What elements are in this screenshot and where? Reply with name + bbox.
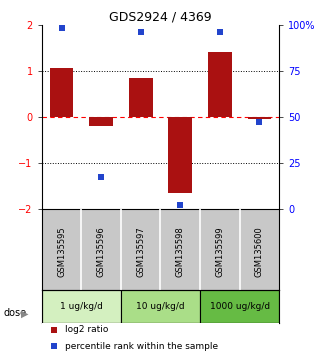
Bar — [200, 290, 279, 323]
Bar — [129, 78, 152, 117]
Text: GSM135598: GSM135598 — [176, 226, 185, 277]
Text: GSM135599: GSM135599 — [215, 226, 224, 277]
Text: GSM135596: GSM135596 — [97, 226, 106, 277]
Text: 1000 ug/kg/d: 1000 ug/kg/d — [210, 302, 270, 311]
Text: 10 ug/kg/d: 10 ug/kg/d — [136, 302, 185, 311]
Text: 1 ug/kg/d: 1 ug/kg/d — [60, 302, 103, 311]
Bar — [121, 290, 200, 323]
Text: GSM135600: GSM135600 — [255, 226, 264, 277]
Bar — [42, 290, 121, 323]
Bar — [50, 68, 74, 117]
Text: GSM135597: GSM135597 — [136, 226, 145, 277]
Point — [51, 343, 56, 349]
Bar — [89, 117, 113, 126]
Text: GSM135595: GSM135595 — [57, 226, 66, 277]
Point — [59, 25, 64, 31]
Point — [217, 29, 222, 35]
Text: percentile rank within the sample: percentile rank within the sample — [65, 342, 219, 351]
Bar — [169, 117, 192, 193]
Point — [257, 119, 262, 125]
Title: GDS2924 / 4369: GDS2924 / 4369 — [109, 11, 212, 24]
Text: log2 ratio: log2 ratio — [65, 325, 109, 334]
Text: ▶: ▶ — [21, 308, 28, 318]
Bar — [208, 52, 232, 117]
Point — [99, 175, 104, 180]
Point — [178, 202, 183, 208]
Point — [138, 29, 143, 35]
Bar — [247, 117, 271, 119]
Point — [51, 327, 56, 332]
Text: dose: dose — [3, 308, 26, 318]
